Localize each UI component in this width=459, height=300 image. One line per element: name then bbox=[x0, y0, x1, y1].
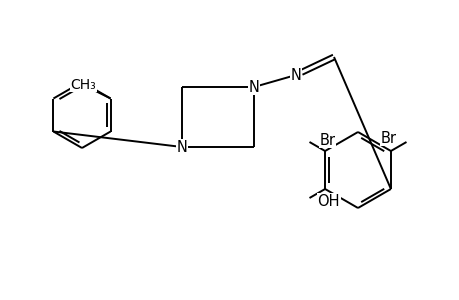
Text: N: N bbox=[290, 68, 301, 82]
Text: N: N bbox=[248, 80, 259, 94]
Text: Br: Br bbox=[319, 133, 335, 148]
Text: N: N bbox=[176, 140, 187, 154]
Text: CH₃: CH₃ bbox=[71, 77, 96, 92]
Text: Br: Br bbox=[380, 130, 396, 146]
Text: OH: OH bbox=[317, 194, 339, 208]
